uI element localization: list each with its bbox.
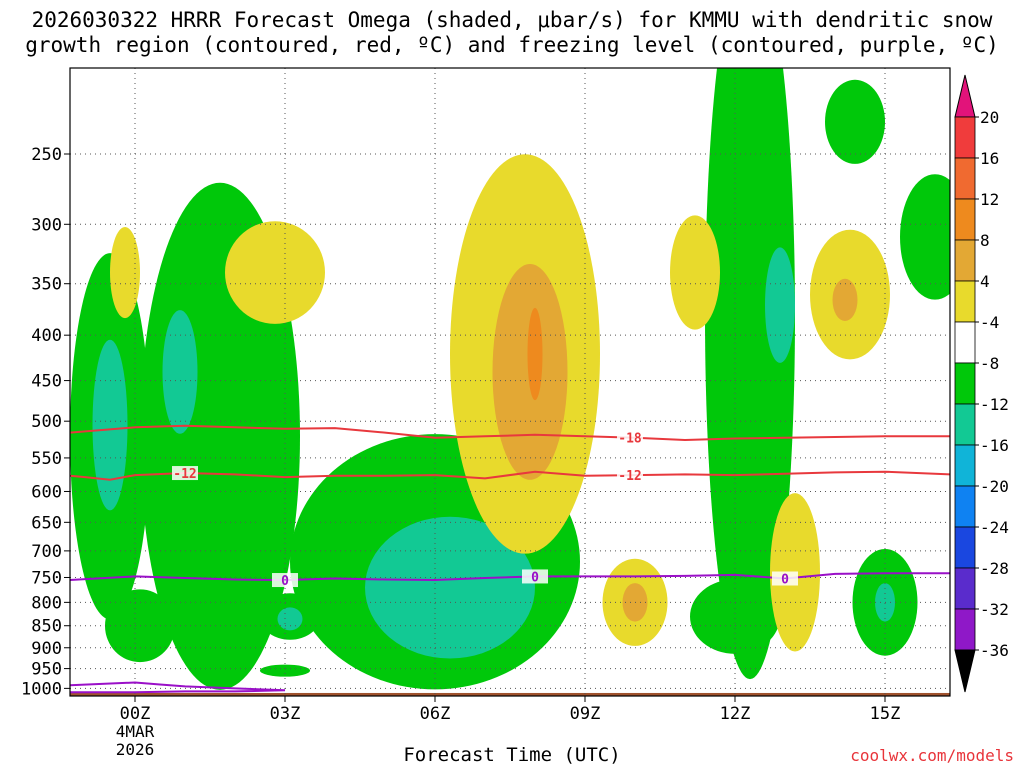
x-tick-label-12Z: 12Z (720, 704, 751, 724)
contour-label-bg (617, 468, 643, 483)
omega-region-upward-g (825, 79, 885, 164)
contour-label-bg (617, 430, 643, 445)
colorbar-bottom-arrow (954, 649, 976, 693)
colorbar-swatch-5 (954, 321, 976, 364)
y-tick-label-600: 600 (31, 482, 62, 502)
omega-region-upward-f (705, 68, 795, 679)
contour-label-bg (772, 571, 798, 586)
omega-region-downward-a (110, 226, 140, 319)
colorbar-swatch-3 (954, 239, 976, 282)
x-date-label: 4MAR (116, 722, 155, 741)
omega-region-downward-b (225, 221, 325, 324)
x-tick-label-03Z: 03Z (270, 704, 301, 724)
colorbar-swatch-11 (954, 567, 976, 610)
y-tick-label-650: 650 (31, 513, 62, 533)
colorbar-swatch-7 (954, 403, 976, 446)
ground-fill (70, 692, 950, 696)
plot-frame (69, 67, 951, 697)
omega-region-upward-f-core (765, 247, 795, 363)
y-tick-label-850: 850 (31, 617, 62, 637)
y-tick-label-550: 550 (31, 449, 62, 469)
colorbar-label-5: -4 (980, 313, 999, 332)
omega-region-downward-d-core (832, 278, 858, 322)
omega-region-upward-h (690, 579, 780, 654)
colorbar-swatch-12 (954, 608, 976, 651)
y-tick-label-450: 450 (31, 372, 62, 392)
colorbar-label-4: 4 (980, 272, 990, 291)
x-axis-label: Forecast Time (UTC) (403, 744, 621, 766)
y-tick-label-400: 400 (31, 326, 62, 346)
colorbar-swatch-9 (954, 485, 976, 528)
omega-region-downward-main-max (527, 307, 543, 401)
colorbar-label-1: 16 (980, 149, 999, 168)
omega-region-upward-j (900, 174, 950, 300)
y-tick-label-1000: 1000 (21, 679, 62, 699)
y-tick-label-300: 300 (31, 215, 62, 235)
y-axis: 2503003504004505005506006507007508008509… (21, 145, 70, 699)
colorbar-swatch-0 (954, 116, 976, 159)
colorbar-label-8: -16 (980, 436, 1009, 455)
omega-region-upward-d-core (277, 607, 303, 631)
contour-label-bg (272, 573, 298, 588)
omega-region-upward-b-core (162, 310, 198, 434)
colorbar-swatch-2 (954, 198, 976, 241)
colorbar-label-3: 8 (980, 231, 990, 250)
contour-label-freezing-0: 0 (781, 573, 789, 588)
y-tick-label-800: 800 (31, 593, 62, 613)
colorbar-label-10: -24 (980, 518, 1009, 537)
colorbar: 20 16 12 8 4 -4 -8 -12 -16 -20 -24 -28 -32 -36 (954, 74, 1009, 693)
x-tick-label-00Z: 00Z (120, 704, 151, 724)
colorbar-top-arrow (954, 74, 976, 118)
contour-label-freezing-0: 0 (531, 570, 539, 585)
contour-lines: -18 -12 -12 0 0 0 (70, 424, 950, 694)
contour-dgz-18 (70, 424, 950, 442)
y-tick-label-750: 750 (31, 568, 62, 588)
colorbar-label-2: 12 (980, 190, 999, 209)
omega-region-downward-c (670, 215, 720, 330)
omega-region-upward-main-core (365, 516, 535, 659)
y-tick-label-500: 500 (31, 412, 62, 432)
omega-region-upward-a-core (92, 339, 128, 511)
chart-title-line2: growth region (contoured, red, ºC) and f… (25, 33, 999, 57)
x-tick-label-15Z: 15Z (870, 704, 901, 724)
colorbar-swatch-4 (954, 280, 976, 323)
colorbar-label-7: -12 (980, 395, 1009, 414)
ground-layer (70, 692, 950, 696)
y-tick-label-250: 250 (31, 145, 62, 165)
contour-label-bg (522, 569, 548, 584)
x-year-label: 2026 (116, 740, 155, 759)
colorbar-swatch-8 (954, 444, 976, 487)
contour-label-freezing-0: 0 (281, 574, 289, 589)
x-tick-label-06Z: 06Z (420, 704, 451, 724)
credit-text: coolwx.com/models (850, 746, 1014, 765)
contour-freezing-0-surface (70, 681, 286, 694)
colorbar-label-12: -32 (980, 600, 1009, 619)
contour-label-bg (172, 466, 198, 481)
colorbar-label-13: -36 (980, 641, 1009, 660)
colorbar-label-0: 20 (980, 108, 999, 127)
contour-label-dgz-18: -18 (618, 432, 642, 447)
y-tick-label-350: 350 (31, 275, 62, 295)
grid-lines (70, 68, 950, 696)
y-tick-label-950: 950 (31, 660, 62, 680)
colorbar-swatch-10 (954, 526, 976, 569)
contour-label-dgz-12: -12 (173, 467, 196, 482)
y-tick-label-900: 900 (31, 639, 62, 659)
y-tick-label-700: 700 (31, 542, 62, 562)
chart-title-line1: 2026030322 HRRR Forecast Omega (shaded, … (31, 8, 993, 32)
colorbar-label-6: -8 (980, 354, 999, 373)
contour-dgz-12 (70, 470, 950, 481)
colorbar-swatch-6 (954, 362, 976, 405)
colorbar-swatch-1 (954, 157, 976, 200)
omega-shading (70, 68, 950, 690)
colorbar-label-9: -20 (980, 477, 1009, 496)
contour-label-dgz-12: -12 (618, 469, 641, 484)
x-tick-label-09Z: 09Z (570, 704, 601, 724)
omega-region-upward-e (260, 664, 310, 677)
colorbar-label-11: -28 (980, 559, 1009, 578)
